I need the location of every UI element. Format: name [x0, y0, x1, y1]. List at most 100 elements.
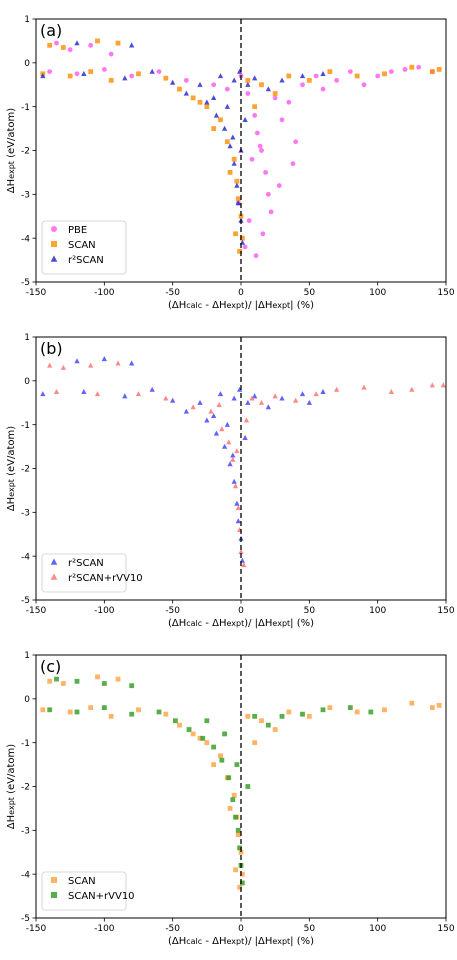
- data-point: [265, 722, 271, 728]
- data-point: [88, 362, 94, 368]
- legend-marker: [50, 573, 58, 580]
- data-point: [230, 797, 236, 803]
- data-point: [268, 209, 274, 215]
- x-tick-label: -50: [165, 606, 180, 616]
- data-point: [231, 395, 237, 401]
- data-point: [276, 183, 282, 188]
- data-point: [163, 75, 169, 81]
- data-point: [236, 68, 243, 74]
- data-point: [129, 711, 135, 717]
- legend: PBE SCAN r²SCAN: [41, 220, 127, 275]
- data-point: [197, 399, 203, 405]
- data-point: [204, 417, 210, 423]
- data-point: [327, 69, 333, 74]
- data-point: [221, 443, 228, 449]
- data-point: [347, 69, 353, 74]
- data-point: [272, 727, 278, 732]
- data-point: [272, 91, 278, 96]
- data-point: [136, 71, 141, 77]
- x-tick-label: 100: [369, 924, 386, 934]
- data-point: [368, 709, 374, 715]
- data-point: [238, 213, 244, 219]
- data-point: [252, 104, 258, 110]
- data-point: [47, 707, 53, 713]
- data-point: [334, 386, 340, 392]
- x-tick-label: 150: [437, 288, 454, 298]
- x-tick-label: 50: [304, 288, 316, 298]
- data-point: [436, 67, 442, 72]
- data-point: [204, 718, 210, 724]
- data-point: [238, 849, 244, 855]
- x-tick-label: -100: [94, 606, 115, 616]
- data-point: [235, 505, 241, 511]
- data-point: [183, 77, 189, 83]
- data-point: [204, 740, 210, 746]
- data-point: [265, 404, 271, 410]
- x-tick-label: 100: [369, 288, 386, 298]
- data-point: [54, 676, 59, 682]
- data-point: [320, 70, 326, 76]
- legend-marker: [51, 877, 57, 883]
- y-axis-label: ΔHexpt (eV/atom): [6, 108, 17, 193]
- data-point: [163, 711, 169, 717]
- data-point: [239, 880, 245, 886]
- data-point: [170, 397, 176, 403]
- data-point: [222, 731, 227, 737]
- data-point: [219, 757, 225, 763]
- y-tick-label: 1: [24, 333, 30, 343]
- y-tick-label: 1: [24, 651, 30, 661]
- data-point: [320, 707, 326, 713]
- data-point: [74, 40, 80, 46]
- data-point: [40, 391, 46, 397]
- y-tick-label: -2: [21, 783, 30, 793]
- data-point: [213, 430, 220, 436]
- data-point: [217, 391, 224, 397]
- x-tick-label: 0: [238, 288, 244, 298]
- data-point: [81, 70, 87, 76]
- data-point: [88, 42, 94, 48]
- data-point: [233, 814, 238, 820]
- data-point: [234, 178, 240, 184]
- y-tick-label: 0: [24, 377, 30, 387]
- data-point: [231, 478, 237, 484]
- data-point: [252, 113, 258, 118]
- data-point: [108, 713, 114, 719]
- data-point: [129, 73, 135, 79]
- data-point: [252, 713, 258, 719]
- data-point: [224, 421, 230, 427]
- data-point: [242, 434, 248, 440]
- data-point: [306, 713, 312, 719]
- data-point: [190, 95, 196, 101]
- data-point: [94, 391, 101, 397]
- y-tick-label: -5: [21, 914, 30, 924]
- data-point: [313, 73, 319, 79]
- data-point: [252, 393, 258, 399]
- data-point: [286, 73, 292, 79]
- series-1: [47, 40, 435, 259]
- data-point: [156, 69, 162, 74]
- series-2: [47, 676, 374, 886]
- x-axis-label: (ΔHcalc - ΔHexpt)/ |ΔHexpt| (%): [168, 618, 314, 629]
- y-tick-label: -2: [21, 465, 30, 475]
- data-point: [40, 707, 46, 713]
- data-point: [74, 709, 80, 715]
- data-point: [236, 386, 243, 392]
- data-point: [249, 156, 255, 162]
- y-axis-label: ΔHexpt (eV/atom): [6, 426, 17, 511]
- data-point: [327, 705, 333, 710]
- data-point: [306, 399, 312, 405]
- data-point: [233, 867, 238, 873]
- data-point: [197, 81, 203, 87]
- data-point: [204, 104, 210, 110]
- data-point: [47, 678, 53, 684]
- data-point: [237, 884, 243, 890]
- legend: SCAN SCAN+rVV10: [41, 871, 135, 911]
- x-tick-label: 0: [238, 606, 244, 616]
- data-point: [74, 71, 80, 77]
- data-point: [242, 116, 248, 122]
- data-point: [259, 82, 264, 88]
- data-point: [81, 388, 87, 394]
- data-point: [101, 356, 107, 362]
- panel-label: (b): [40, 339, 63, 358]
